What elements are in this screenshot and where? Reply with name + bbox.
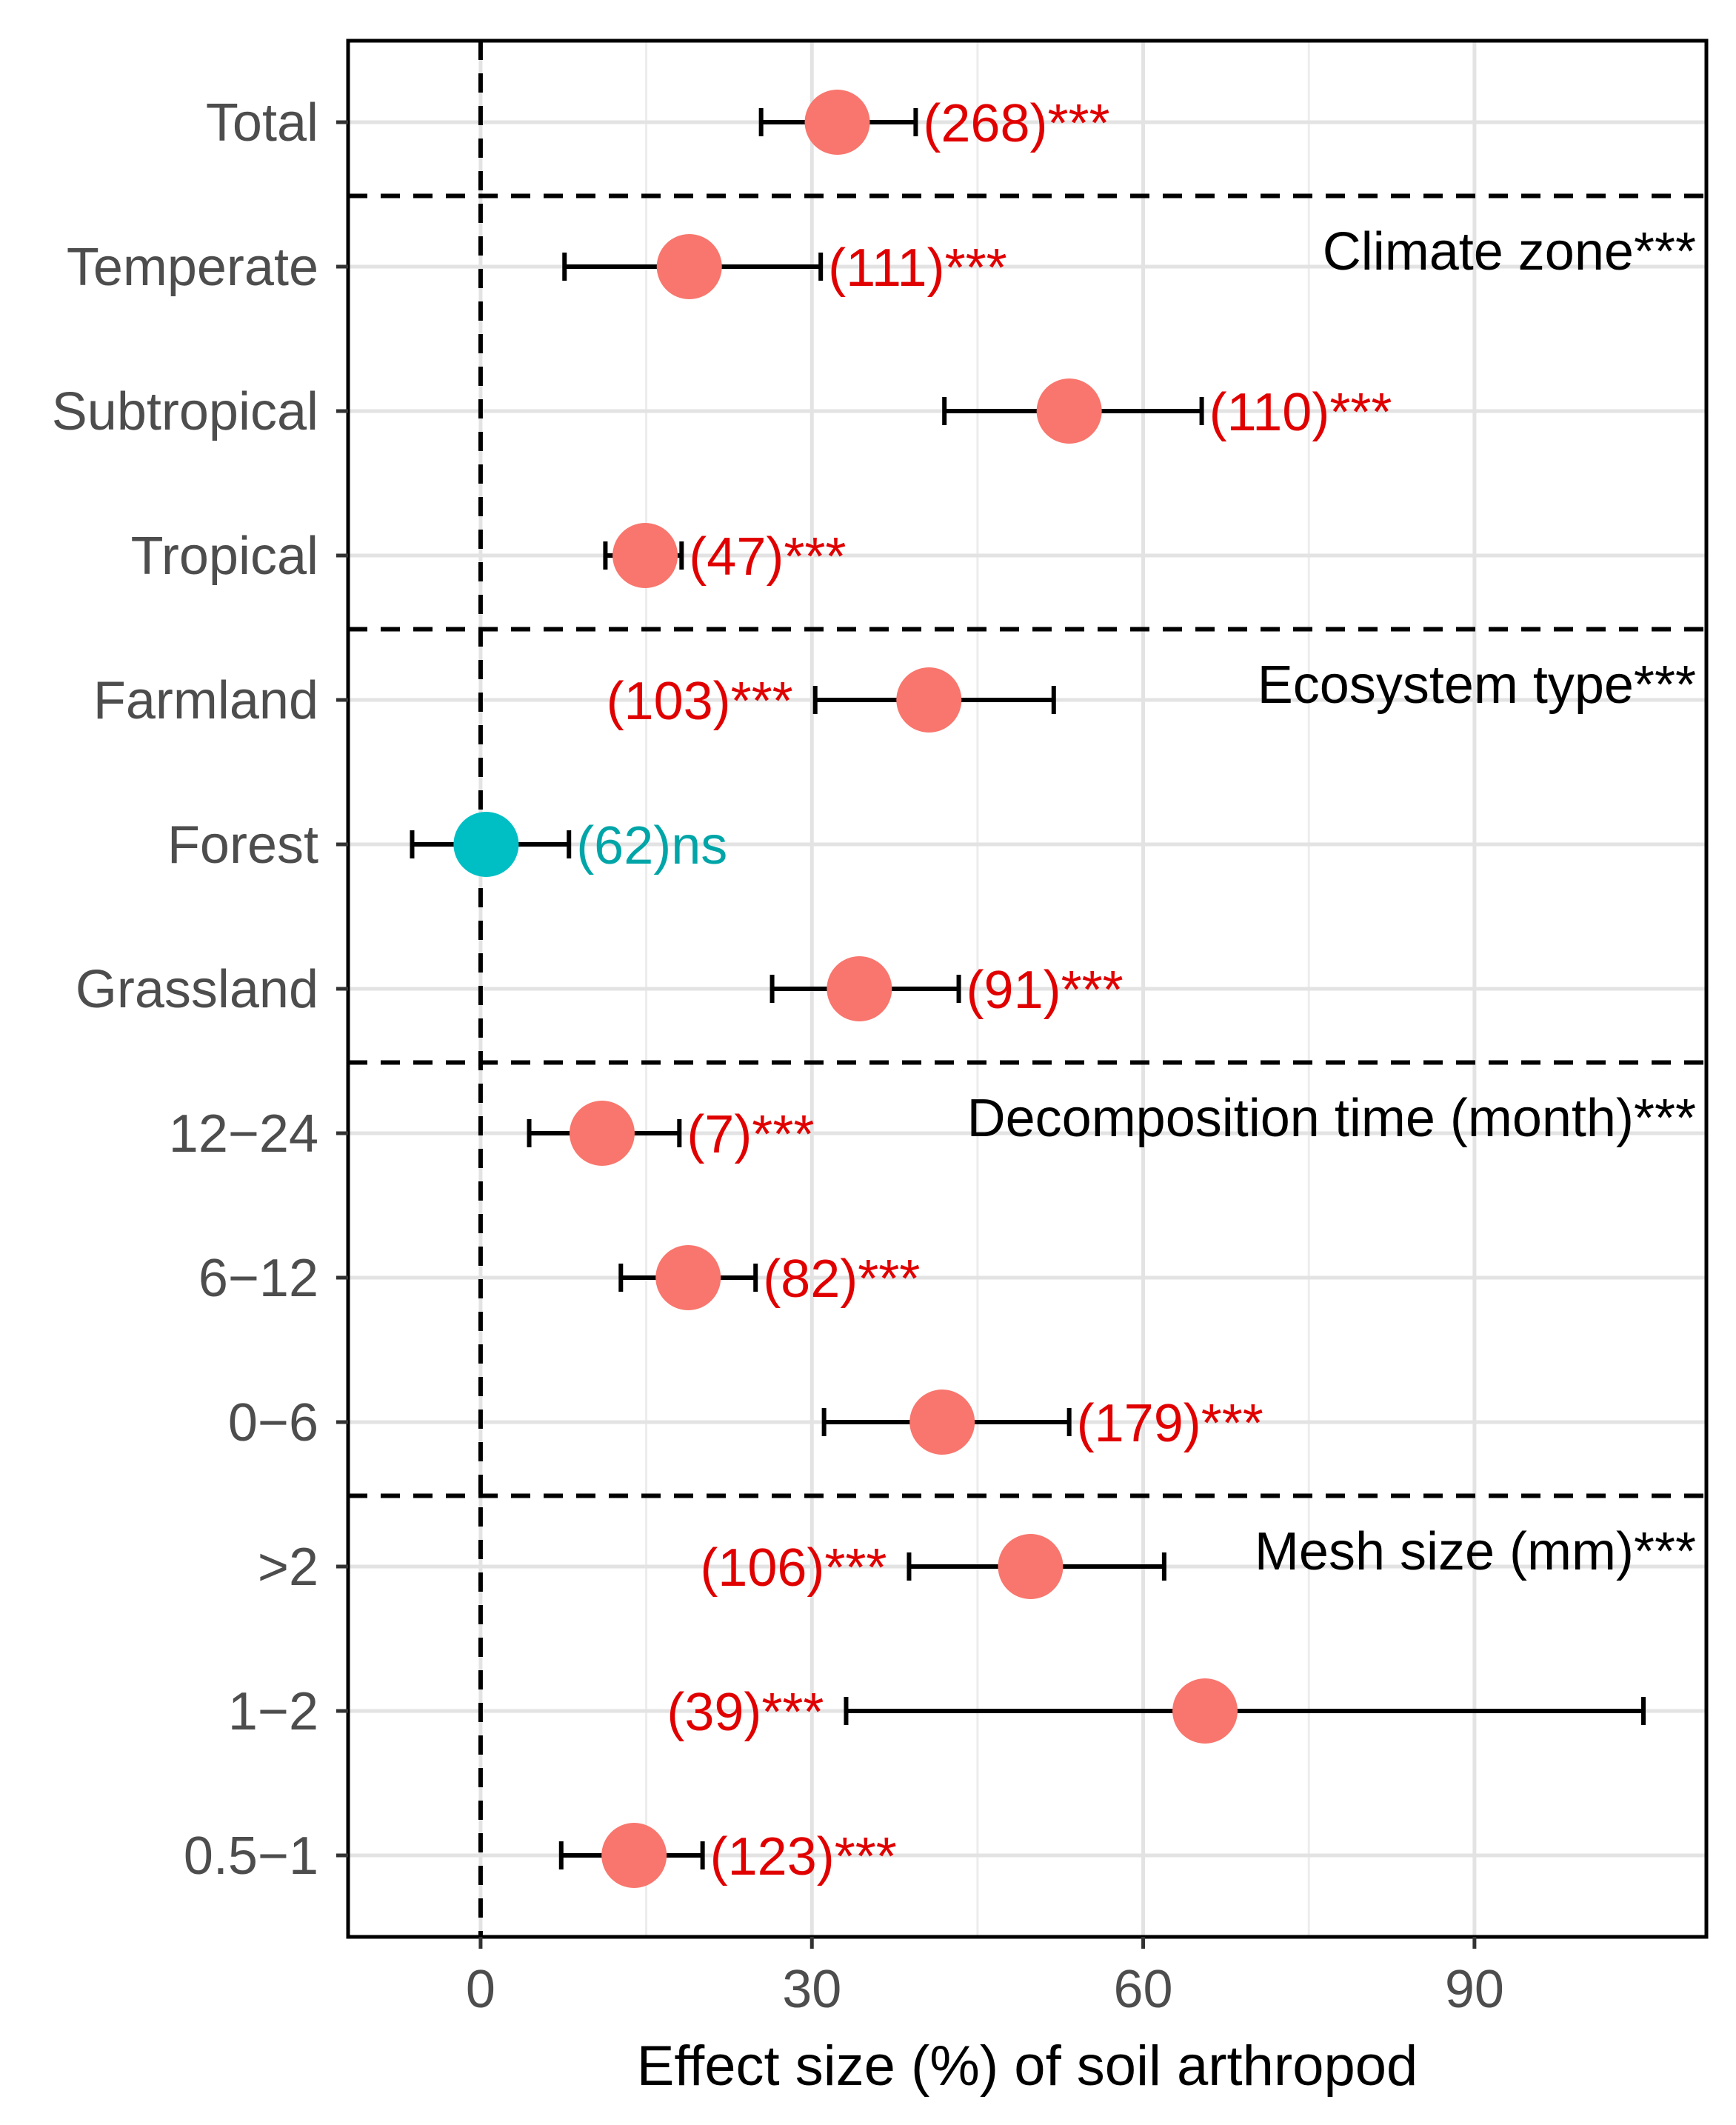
group-label: Decomposition time (month)***: [967, 1089, 1696, 1148]
data-label: (7)***: [687, 1105, 814, 1164]
data-label: (179)***: [1077, 1394, 1263, 1453]
data-label: (268)***: [923, 94, 1109, 153]
y-tick-label: Total: [206, 93, 318, 153]
effect-point: [827, 956, 892, 1021]
effect-point: [998, 1534, 1064, 1599]
y-tick-label: Grassland: [76, 960, 318, 1019]
data-label: (103)***: [607, 672, 793, 731]
y-tick-label: Forest: [167, 815, 318, 875]
x-tick-label: 0: [466, 1960, 495, 2019]
x-tick-label: 60: [1114, 1960, 1173, 2019]
y-tick-label: Tropical: [131, 527, 318, 586]
axis-layer: Total Temperate Subtropical Tropical Farmlan…: [52, 93, 1504, 2019]
x-axis-title: Effect size (%) of soil arthropod: [637, 2035, 1418, 2098]
effect-point: [656, 234, 722, 299]
effect-point: [655, 1245, 721, 1310]
y-tick-label: Temperate: [67, 238, 318, 297]
effect-point: [896, 667, 962, 733]
labels-layer: (268)*** (111)*** (110)*** (47)*** (103)*** (…: [576, 94, 1696, 1887]
marks-layer: [410, 90, 1646, 1888]
group-label: Climate zone***: [1323, 222, 1696, 281]
effect-point: [909, 1390, 975, 1455]
data-label: (47)***: [689, 527, 846, 587]
y-tick-label: 0−6: [228, 1393, 318, 1452]
y-tick-label: 6−12: [198, 1249, 318, 1308]
data-label: (91)***: [967, 961, 1124, 1020]
effect-point: [1172, 1678, 1238, 1744]
y-tick-label: Farmland: [93, 671, 318, 730]
effect-point: [601, 1823, 667, 1888]
data-label: (111)***: [828, 238, 1006, 298]
effect-point: [612, 523, 678, 588]
y-tick-label: 1−2: [228, 1682, 318, 1741]
data-label: (39)***: [667, 1683, 824, 1742]
effect-point: [1036, 378, 1102, 444]
group-label: Ecosystem type***: [1258, 655, 1696, 715]
group-label: Mesh size (mm)***: [1255, 1522, 1696, 1581]
effect-point: [569, 1101, 635, 1166]
x-tick-label: 90: [1445, 1960, 1504, 2019]
y-tick-label: >2: [258, 1538, 318, 1597]
data-label: (82)***: [763, 1250, 920, 1309]
effect-point: [804, 90, 870, 155]
data-label: (106)***: [700, 1538, 887, 1598]
y-tick-label: 0.5−1: [184, 1827, 318, 1886]
data-label: (123)***: [710, 1827, 897, 1887]
effect-point: [453, 812, 519, 877]
data-label: (62)ns: [576, 816, 727, 875]
data-label: (110)***: [1209, 383, 1392, 442]
x-tick-label: 30: [782, 1960, 841, 2019]
y-tick-label: 12−24: [169, 1104, 318, 1164]
y-tick-label: Subtropical: [52, 382, 318, 441]
